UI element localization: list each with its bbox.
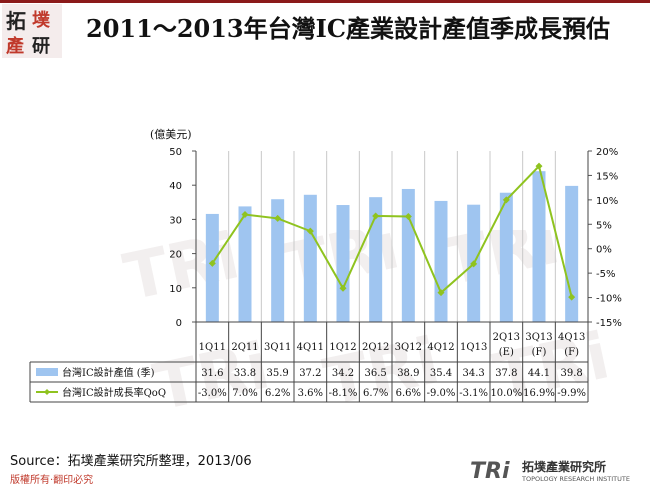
data-label-growth: 6.2% — [265, 388, 290, 399]
data-label-value: 36.5 — [365, 368, 387, 379]
x-tick-label: 2Q13 — [493, 332, 520, 343]
brand-name-text: 拓墣產業研究所 — [522, 459, 606, 474]
data-label-value: 34.3 — [463, 368, 485, 379]
y-tick-label: 10 — [169, 284, 182, 295]
data-label-value: 33.8 — [234, 368, 256, 379]
data-label-value: 37.8 — [495, 368, 517, 379]
y2-tick-label: 0% — [596, 245, 612, 256]
growth-point — [339, 284, 347, 292]
y-tick-label: 50 — [169, 147, 182, 158]
growth-point — [241, 211, 249, 219]
growth-point — [306, 227, 314, 235]
data-label-value: 35.9 — [267, 368, 289, 379]
x-tick-label: (F) — [532, 347, 547, 358]
svg-text:拓: 拓 — [6, 9, 26, 33]
x-tick-label: (E) — [499, 347, 514, 358]
growth-line — [211, 164, 573, 298]
data-label-growth: -9.9% — [557, 388, 586, 399]
x-tick-label: 2Q11 — [231, 342, 258, 353]
bar — [499, 192, 513, 322]
bar — [271, 199, 285, 322]
x-tick-label: 3Q11 — [264, 342, 291, 353]
growth-point — [208, 259, 216, 267]
y2-tick-label: 5% — [596, 220, 612, 231]
svg-text:產: 產 — [6, 35, 24, 57]
growth-point — [568, 293, 576, 301]
y-tick-label: 20 — [169, 250, 182, 261]
x-tick-label: (F) — [564, 347, 579, 358]
copyright-note: 版權所有‧翻印必究 — [10, 475, 94, 486]
growth-point — [535, 162, 543, 170]
growth-point — [470, 260, 478, 268]
legend-label-line: 台灣IC設計成長率QoQ — [62, 386, 166, 399]
data-label-growth: -9.0% — [427, 388, 456, 399]
chart-title: 2011～2013年台灣IC產業設計產值季成長預估 — [86, 14, 610, 43]
data-label-value: 31.6 — [201, 368, 223, 379]
data-label-growth: 3.6% — [298, 388, 323, 399]
data-label-growth: 10.0% — [490, 388, 522, 399]
brand-logo: TRi 拓墣產業研究所 TOPOLOGY RESEARCH INSTITUTE — [470, 459, 630, 484]
data-label-value: 44.1 — [528, 368, 550, 379]
data-label-growth: -3.0% — [198, 388, 227, 399]
bar — [401, 188, 415, 322]
y2-tick-label: -15% — [596, 318, 622, 329]
x-tick-label: 2Q12 — [362, 342, 389, 353]
x-tick-label: 1Q13 — [460, 342, 487, 353]
legend-swatch-bar — [36, 368, 58, 376]
data-label-growth: 7.0% — [232, 388, 257, 399]
brand-subtitle-text: TOPOLOGY RESEARCH INSTITUTE — [521, 475, 630, 483]
brand-mark-text: TRi — [470, 459, 510, 484]
data-label-growth: 6.7% — [363, 388, 388, 399]
svg-text:研: 研 — [32, 36, 50, 57]
bar — [565, 185, 579, 322]
y2-tick-label: 15% — [596, 171, 618, 182]
data-label-value: 39.8 — [561, 368, 583, 379]
data-label-growth: -8.1% — [329, 388, 358, 399]
bar — [434, 200, 448, 322]
y2-tick-label: -10% — [596, 294, 622, 305]
y-tick-label: 0 — [176, 318, 182, 329]
bar — [238, 206, 252, 322]
growth-point — [404, 212, 412, 220]
data-label-value: 37.2 — [299, 368, 321, 379]
data-label-growth: 16.9% — [523, 388, 555, 399]
x-tick-label: 4Q11 — [297, 342, 324, 353]
svg-text:墣: 墣 — [32, 10, 50, 31]
x-tick-label: 3Q12 — [395, 342, 422, 353]
y-tick-label: 30 — [169, 215, 182, 226]
data-label-growth: 6.6% — [396, 388, 421, 399]
bar — [303, 194, 317, 322]
growth-point — [502, 196, 510, 204]
y2-tick-label: 20% — [596, 147, 618, 158]
bar — [532, 171, 546, 322]
x-tick-label: 4Q13 — [558, 332, 585, 343]
growth-point — [274, 214, 282, 222]
y-axis-label: (億美元) — [150, 128, 192, 141]
growth-point — [372, 212, 380, 220]
y-tick-label: 40 — [169, 181, 182, 192]
bar — [369, 197, 383, 322]
growth-point — [437, 289, 445, 297]
bar — [205, 213, 219, 322]
company-logo: 拓 墣 產 研 — [2, 4, 62, 58]
x-tick-label: 1Q12 — [329, 342, 356, 353]
x-tick-label: 1Q11 — [199, 342, 226, 353]
legend-swatch-marker — [44, 389, 50, 395]
x-tick-label: 3Q13 — [525, 332, 552, 343]
top-accent-bar — [0, 0, 650, 3]
data-label-growth: -3.1% — [459, 388, 488, 399]
source-note: Source：拓墣產業研究所整理，2013/06 — [10, 454, 252, 469]
bar — [336, 205, 350, 322]
y2-tick-label: -5% — [596, 269, 615, 280]
legend-label-bar: 台灣IC設計產值 (季) — [62, 366, 155, 379]
data-label-value: 38.9 — [397, 368, 419, 379]
x-tick-label: 4Q12 — [427, 342, 454, 353]
data-label-value: 35.4 — [430, 368, 452, 379]
data-label-value: 34.2 — [332, 368, 354, 379]
y2-tick-label: 10% — [596, 196, 618, 207]
